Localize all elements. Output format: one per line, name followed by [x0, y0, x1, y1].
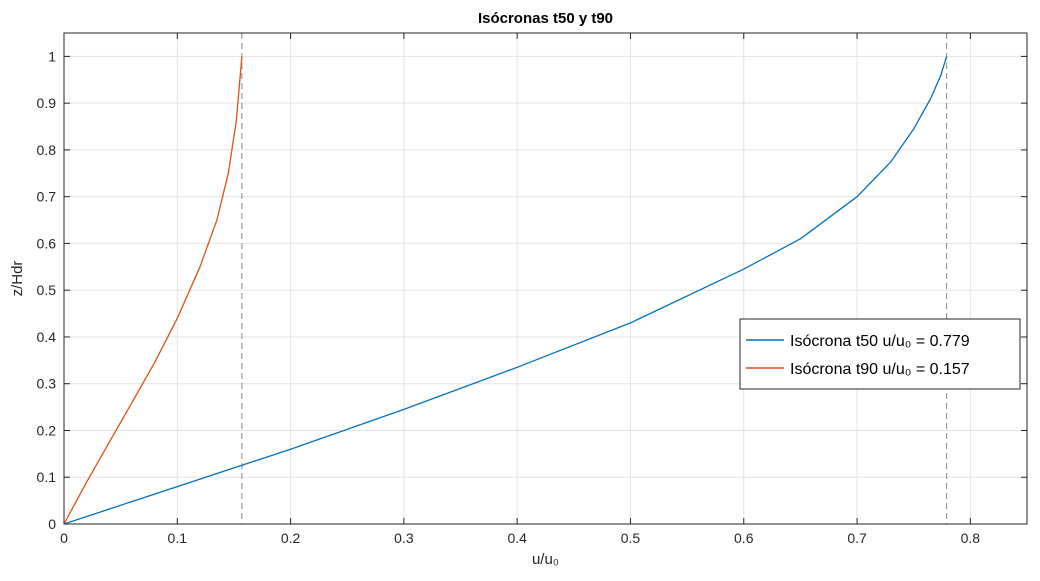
x-axis-label: u/u₀ — [532, 551, 559, 568]
y-axis-label: z/Hdr — [9, 261, 26, 297]
x-tick-label-8: 0.8 — [961, 530, 981, 546]
y-axis-ticks: 0 0.1 0.2 0.3 0.4 0.5 0.6 0.7 0.8 0.9 1 — [37, 48, 1027, 532]
y-tick-label-1: 0.1 — [37, 469, 57, 485]
axes-frame — [63, 32, 1028, 525]
legend: Isócrona t50 u/u₀ = 0.779 Isócrona t90 u/… — [739, 318, 1021, 390]
y-tick-label-8: 0.8 — [37, 142, 57, 158]
y-tick-label-5: 0.5 — [37, 282, 57, 298]
x-tick-label-0: 0 — [60, 530, 68, 546]
legend-entry-1: Isócrona t90 u/u₀ = 0.157 — [790, 361, 970, 378]
series-line-1 — [63, 56, 243, 525]
y-tick-label-7: 0.7 — [37, 189, 57, 205]
series-lines — [63, 56, 948, 525]
x-tick-label-4: 0.4 — [507, 530, 527, 546]
y-tick-label-6: 0.6 — [37, 235, 57, 251]
series-line-0 — [63, 56, 948, 525]
y-tick-label-9: 0.9 — [37, 95, 57, 111]
y-tick-label-10: 1 — [48, 48, 56, 64]
x-tick-label-3: 0.3 — [394, 530, 414, 546]
y-tick-label-0: 0 — [48, 516, 56, 532]
x-tick-label-1: 0.1 — [168, 530, 188, 546]
y-tick-label-3: 0.3 — [37, 376, 57, 392]
legend-entry-0: Isócrona t50 u/u₀ = 0.779 — [790, 333, 970, 350]
x-tick-label-6: 0.6 — [734, 530, 754, 546]
y-tick-label-4: 0.4 — [37, 329, 57, 345]
x-axis-ticks: 0 0.1 0.2 0.3 0.4 0.5 0.6 0.7 0.8 — [60, 33, 980, 546]
plot-area — [64, 33, 1027, 524]
x-tick-label-5: 0.5 — [621, 530, 641, 546]
y-tick-label-2: 0.2 — [37, 422, 57, 438]
reference-lines — [241, 33, 948, 524]
legend-box — [739, 318, 1021, 390]
chart-title: Isócronas t50 y t90 — [478, 10, 613, 27]
x-tick-label-2: 0.2 — [281, 530, 301, 546]
x-tick-label-7: 0.7 — [847, 530, 867, 546]
